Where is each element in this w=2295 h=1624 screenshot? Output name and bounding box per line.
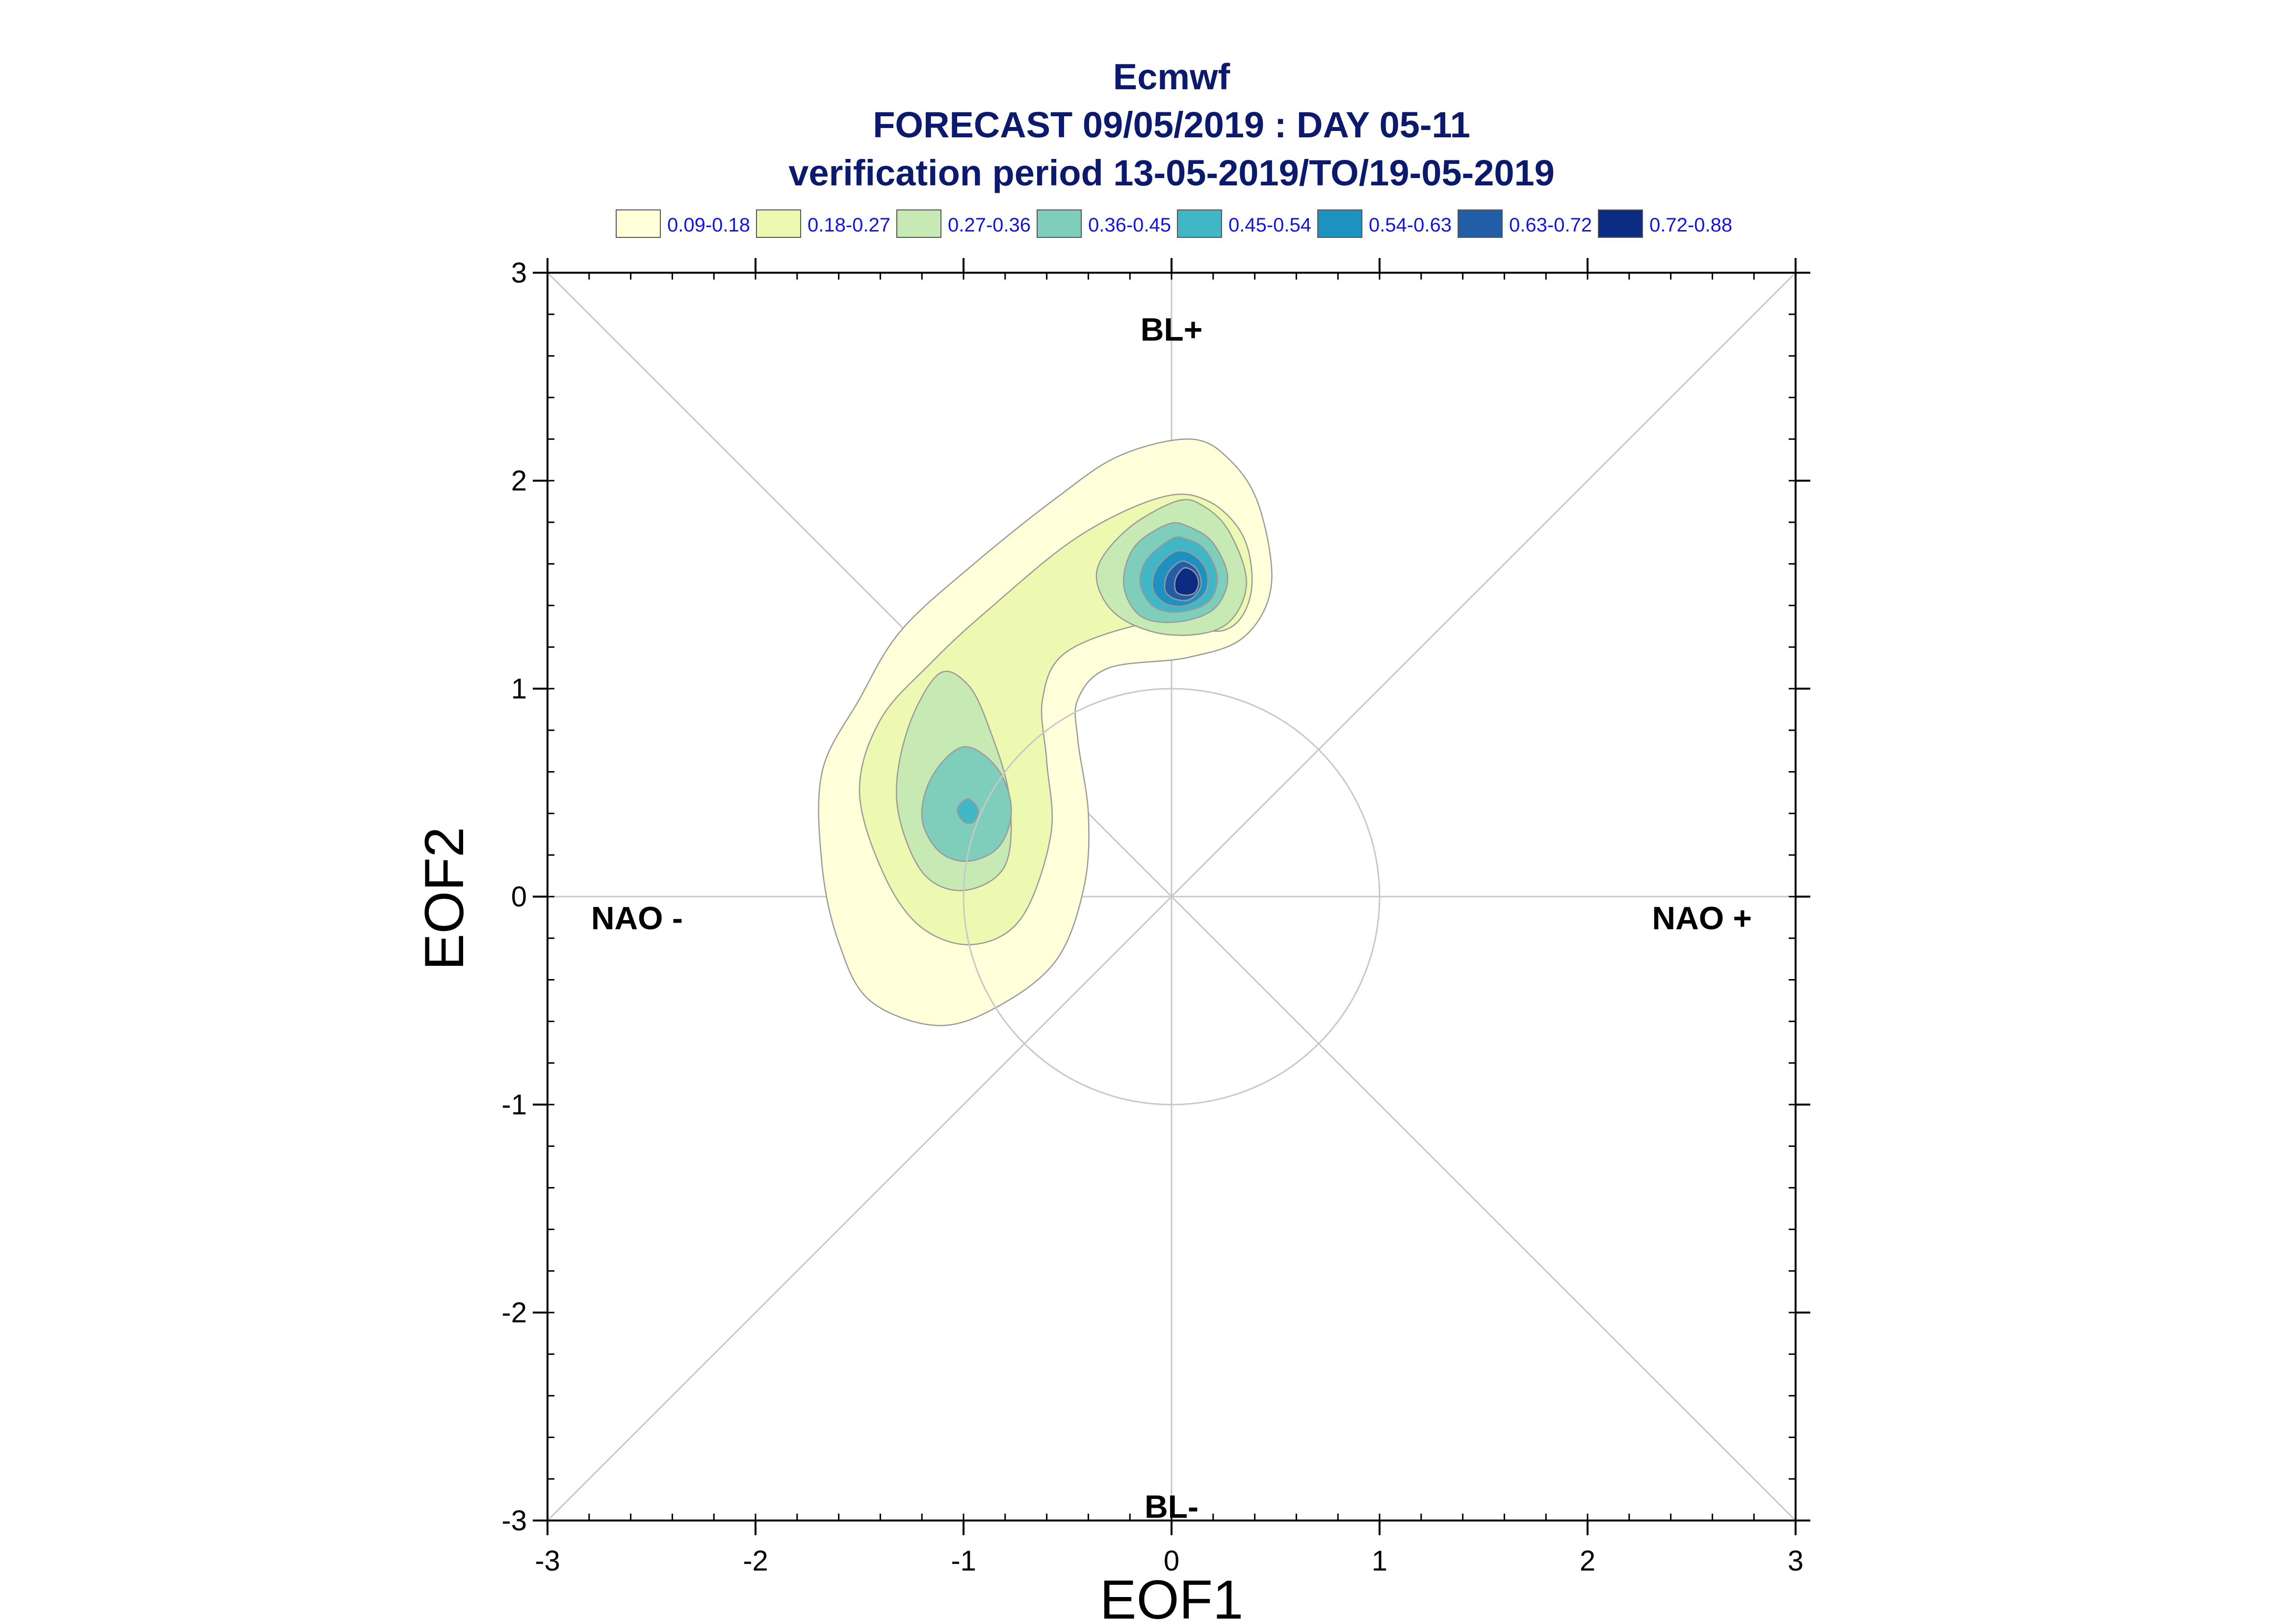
y-tick-label: 3	[511, 257, 527, 289]
legend-swatch	[1317, 209, 1362, 238]
legend-swatch	[896, 209, 941, 238]
x-tick-label: 1	[1372, 1545, 1387, 1577]
legend-label: 0.36-0.45	[1088, 214, 1171, 236]
legend-label: 0.72-0.88	[1649, 214, 1732, 236]
y-tick-label: 2	[511, 465, 527, 497]
regime-label: NAO +	[1652, 900, 1752, 936]
regime-label: BL+	[1141, 311, 1203, 347]
regime-label: BL-	[1145, 1488, 1199, 1524]
y-tick-label: -3	[501, 1505, 527, 1537]
density-contour-band-7	[1174, 567, 1200, 596]
legend-swatch	[1598, 209, 1643, 238]
legend-swatch	[1177, 209, 1222, 238]
legend-label: 0.45-0.54	[1228, 214, 1311, 236]
diagonal-guide-line	[547, 272, 1797, 1521]
title-line-3: verification period 13-05-2019/TO/19-05-…	[788, 153, 1555, 193]
plot-frame: -3 -2 -1 0 1 2 3 -3 -2 -1 0 1 2 3	[501, 257, 1810, 1577]
y-tick-label: 0	[511, 881, 527, 913]
y-tick-label: -1	[501, 1089, 527, 1121]
x-axis-label: EOF1	[1100, 1569, 1244, 1624]
legend-label: 0.09-0.18	[667, 214, 750, 236]
legend-swatch	[756, 209, 801, 238]
plot-guides	[547, 272, 1797, 1521]
title-line-1: Ecmwf	[1113, 56, 1230, 97]
density-contours	[818, 438, 1273, 1027]
legend-swatch	[1037, 209, 1082, 238]
y-tick-label: 1	[511, 673, 527, 705]
title-line-2: FORECAST 09/05/2019 : DAY 05-11	[873, 104, 1470, 145]
legend-label: 0.27-0.36	[948, 214, 1031, 236]
x-tick-label: 2	[1580, 1545, 1595, 1577]
regime-labels: BL+ BL- NAO - NAO +	[591, 311, 1752, 1524]
regime-label: NAO -	[591, 900, 683, 936]
x-tick-label: -1	[951, 1545, 976, 1577]
y-axis-label: EOF2	[414, 827, 475, 971]
y-tick-label: -2	[501, 1297, 527, 1329]
chart-title: Ecmwf FORECAST 09/05/2019 : DAY 05-11 veri…	[788, 56, 1555, 193]
legend-label: 0.54-0.63	[1369, 214, 1452, 236]
x-tick-label: -2	[743, 1545, 768, 1577]
x-tick-label: -3	[535, 1545, 560, 1577]
legend-label: 0.63-0.72	[1509, 214, 1592, 236]
legend-swatch	[616, 209, 661, 238]
legend-label: 0.18-0.27	[808, 214, 890, 236]
density-contour-band-4	[956, 798, 979, 824]
legend-swatch	[1458, 209, 1503, 238]
x-tick-label: 0	[1164, 1545, 1179, 1577]
reference-circle	[963, 688, 1381, 1106]
x-tick-label: 3	[1788, 1545, 1803, 1577]
legend: 0.09-0.18 0.18-0.27 0.27-0.36 0.36-0.45 0.45…	[616, 209, 1732, 238]
